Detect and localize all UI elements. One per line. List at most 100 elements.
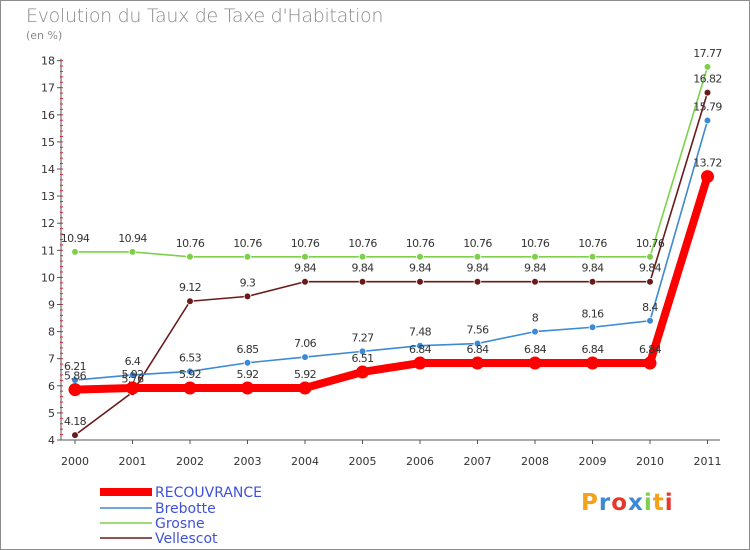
- data-label: 9.84: [524, 262, 547, 275]
- y-tick-label: 18: [41, 55, 55, 68]
- data-label: 7.27: [351, 331, 374, 344]
- data-point: [471, 356, 484, 370]
- data-label: 4.18: [64, 415, 87, 428]
- x-tick-label: 2009: [579, 455, 607, 468]
- x-tick-label: 2008: [521, 455, 549, 468]
- data-point: [71, 431, 79, 439]
- data-label: 5.92: [294, 368, 316, 381]
- data-point: [183, 381, 197, 395]
- data-point: [473, 339, 482, 348]
- data-label: 6.84: [409, 343, 432, 356]
- x-tick-label: 2006: [406, 455, 434, 468]
- data-label: 10.76: [233, 237, 262, 250]
- x-tick-label: 2011: [694, 455, 722, 468]
- data-label: 5.92: [179, 368, 201, 381]
- data-point: [588, 323, 597, 332]
- data-label: 6.21: [64, 360, 86, 373]
- data-label: 6.84: [581, 343, 604, 356]
- data-point: [298, 381, 312, 395]
- y-tick-label: 11: [41, 244, 55, 257]
- y-tick-label: 17: [41, 82, 55, 95]
- data-point: [703, 116, 712, 125]
- logo-letter: x: [628, 490, 644, 516]
- data-label: 10.76: [636, 237, 665, 250]
- data-label: 6.84: [639, 343, 662, 356]
- data-point: [186, 253, 194, 261]
- data-point: [186, 297, 194, 306]
- legend-label: Brebotte: [155, 501, 216, 517]
- series-line-brebotte: [74, 120, 709, 381]
- data-point: [301, 353, 309, 361]
- data-point: [241, 381, 254, 395]
- data-label: 6.84: [466, 343, 489, 356]
- data-label: 6.53: [179, 351, 202, 364]
- data-label: 10.94: [61, 232, 90, 245]
- data-point: [646, 277, 654, 286]
- data-point: [71, 248, 79, 256]
- data-label: 9.84: [466, 262, 489, 275]
- x-tick-label: 2002: [176, 455, 204, 468]
- data-label: 16.82: [693, 73, 722, 86]
- x-tick-label: 2005: [349, 455, 377, 468]
- data-label: 10.76: [291, 237, 320, 250]
- data-point: [531, 327, 539, 336]
- data-label: 8: [532, 312, 539, 325]
- data-labels: 5.86 5.92 5.92 5.92 5.92 6.51 6.84 6.84 6.84 6.84…: [61, 47, 723, 428]
- data-point: [68, 383, 82, 397]
- data-point: [301, 253, 309, 261]
- data-label: 10.76: [176, 237, 205, 250]
- x-tick-label: 2004: [291, 455, 319, 468]
- y-tick-label: 7: [48, 353, 55, 366]
- x-tick-label: 2010: [636, 455, 664, 468]
- data-point: [358, 277, 367, 286]
- data-point: [358, 347, 367, 356]
- legend-label: Vellescot: [155, 531, 218, 547]
- data-point: [473, 277, 482, 286]
- logo-letter: P: [581, 490, 599, 516]
- series-line-vellescot: [74, 92, 709, 436]
- data-point: [528, 356, 542, 370]
- data-point: [703, 63, 712, 71]
- data-point: [126, 381, 139, 395]
- logo-letter: i: [643, 490, 653, 516]
- data-label: 6.84: [524, 343, 547, 356]
- y-tick-label: 16: [41, 109, 55, 122]
- data-point: [588, 253, 597, 261]
- y-tick-label: 8: [48, 326, 55, 339]
- data-point: [358, 253, 367, 261]
- y-tick-label: 13: [41, 190, 55, 203]
- series-layer: [68, 63, 714, 439]
- data-point: [643, 356, 657, 370]
- y-tick-label: 9: [48, 299, 55, 312]
- x-tick-label: 2001: [119, 455, 147, 468]
- data-label: 5.76: [121, 372, 144, 385]
- data-point: [586, 356, 599, 370]
- chart-unit: (en %): [26, 29, 63, 42]
- data-point: [128, 248, 137, 256]
- proxiti-logo: Proxiti: [581, 490, 691, 522]
- data-label: 10.76: [348, 237, 377, 250]
- data-label: 7.48: [409, 326, 432, 339]
- data-point: [356, 365, 369, 379]
- data-label: 10.76: [463, 237, 492, 250]
- data-point: [243, 292, 252, 301]
- data-label: 13.72: [693, 157, 722, 170]
- data-label: 8.16: [581, 307, 604, 320]
- y-tick-label: 5: [48, 407, 55, 420]
- data-point: [703, 88, 712, 97]
- logo-letter: t: [652, 490, 665, 516]
- data-label: 5.92: [236, 368, 258, 381]
- chart-title: Evolution du Taux de Taxe d'Habitation: [26, 5, 384, 27]
- data-point: [301, 277, 309, 286]
- data-point: [531, 253, 539, 261]
- data-label: 5.92: [121, 368, 143, 381]
- x-tick-label: 2003: [234, 455, 262, 468]
- data-point: [128, 371, 137, 379]
- logo-letter: i: [664, 490, 674, 516]
- data-label: 5.86: [64, 370, 87, 383]
- data-label: 10.76: [521, 237, 550, 250]
- series-line-recouvrance: [74, 175, 712, 394]
- x-tick-label: 2007: [464, 455, 492, 468]
- y-tick-label: 6: [48, 380, 55, 393]
